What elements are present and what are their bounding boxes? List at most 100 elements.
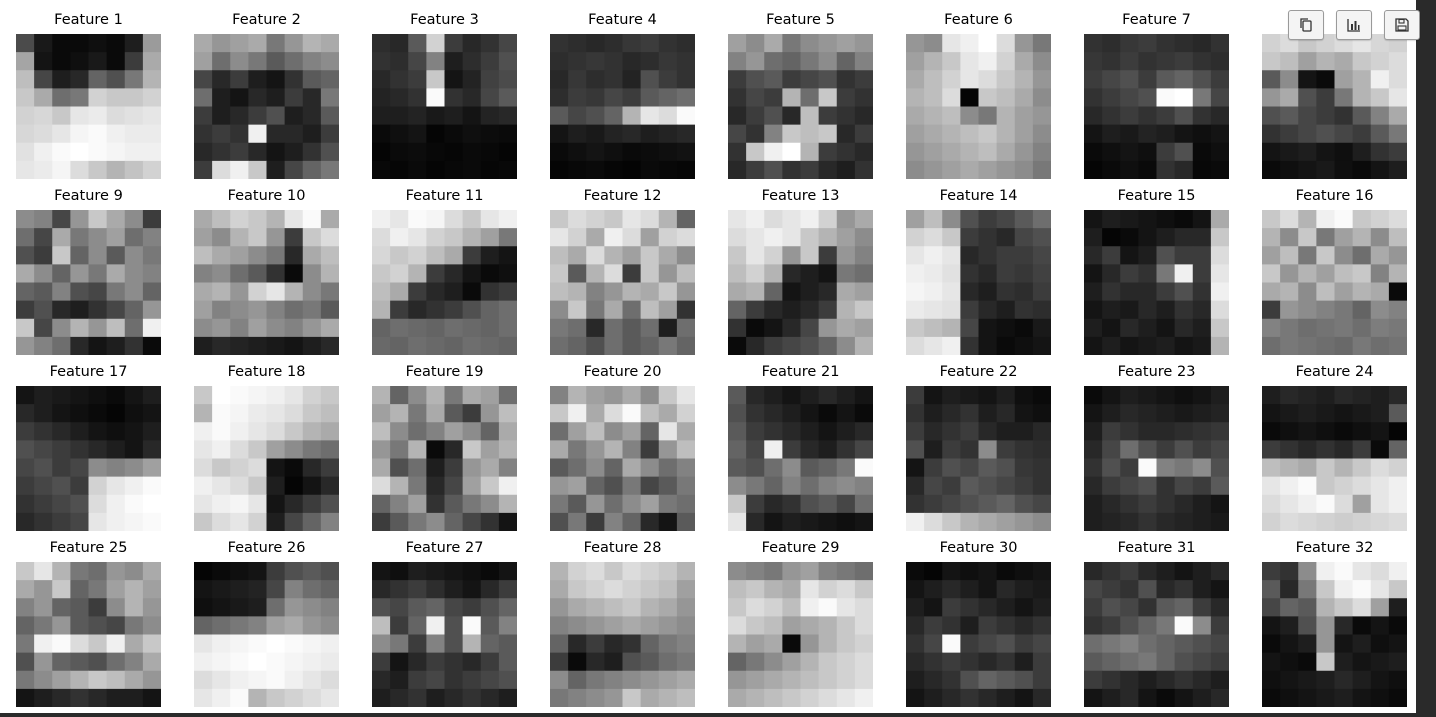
heatmap-cell: [836, 142, 856, 162]
heatmap-cell: [1210, 264, 1229, 284]
heatmap-cell: [800, 34, 820, 53]
heatmap-cell: [390, 458, 409, 478]
heatmap-cell: [568, 264, 587, 284]
heatmap-cell: [746, 580, 765, 599]
heatmap-cell: [658, 52, 678, 71]
heatmap-cell: [302, 282, 322, 302]
heatmap-cell: [836, 160, 856, 179]
heatmap-cell: [1262, 246, 1281, 265]
heatmap-cell: [1210, 440, 1229, 460]
heatmap-cell: [1370, 318, 1390, 338]
heatmap-cell: [836, 246, 856, 265]
heatmap-cell: [854, 634, 873, 654]
heatmap-cell: [1014, 494, 1034, 514]
heatmap-cell: [1032, 300, 1051, 320]
heatmap-cell: [1352, 670, 1372, 690]
heatmap-cell: [1316, 318, 1336, 338]
heatmap-cell: [1262, 228, 1281, 247]
heatmap-cell: [568, 300, 587, 320]
heatmap-cell: [1192, 580, 1212, 599]
heatmap: [372, 210, 517, 355]
heatmap-cell: [924, 652, 943, 672]
heatmap: [16, 562, 161, 707]
heatmap-cell: [302, 160, 322, 179]
heatmap-cell: [320, 264, 339, 284]
heatmap-cell: [194, 476, 213, 496]
heatmap-cell: [622, 562, 642, 581]
heatmap-cell: [906, 160, 925, 179]
heatmap-cell: [906, 88, 925, 108]
heatmap-cell: [942, 512, 961, 531]
heatmap-cell: [764, 458, 783, 478]
heatmap-cell: [1334, 512, 1354, 531]
heatmap-cell: [390, 580, 409, 599]
heatmap-cell: [978, 562, 998, 581]
heatmap-cell: [1014, 318, 1034, 338]
heatmap-cell: [1032, 404, 1051, 423]
heatmap-cell: [266, 562, 286, 581]
heatmap-cell: [444, 476, 464, 496]
heatmap-cell: [1156, 160, 1176, 179]
heatmap-cell: [1370, 160, 1390, 179]
heatmap-cell: [1192, 458, 1212, 478]
heatmap-cell: [1032, 318, 1051, 338]
heatmap-cell: [1262, 52, 1281, 71]
heatmap-cell: [640, 88, 660, 108]
heatmap-cell: [426, 336, 446, 355]
feature-panel: Feature 25: [16, 540, 161, 707]
heatmap-cell: [1138, 228, 1158, 247]
heatmap: [1084, 562, 1229, 707]
heatmap-cell: [34, 580, 53, 599]
heatmap-cell: [658, 106, 678, 126]
heatmap-cell: [302, 670, 322, 690]
heatmap-cell: [818, 670, 838, 690]
heatmap-cell: [1316, 264, 1336, 284]
heatmap-cell: [302, 580, 322, 599]
heatmap-cell: [52, 34, 71, 53]
heatmap-cell: [854, 282, 873, 302]
heatmap-cell: [444, 160, 464, 179]
heatmap-cell: [212, 440, 231, 460]
heatmap-cell: [924, 124, 943, 144]
heatmap-cell: [142, 652, 161, 672]
heatmap-cell: [1334, 562, 1354, 581]
heatmap-cell: [764, 512, 783, 531]
heatmap-cell: [1280, 512, 1299, 531]
heatmap-cell: [746, 70, 765, 89]
heatmap-cell: [88, 264, 108, 284]
heatmap-cell: [1334, 160, 1354, 179]
heatmap-cell: [728, 210, 747, 229]
heatmap-cell: [746, 598, 765, 617]
panel-title: Feature 10: [227, 188, 306, 204]
save-button[interactable]: [1384, 10, 1420, 40]
heatmap-cell: [1298, 282, 1317, 302]
heatmap-cell: [1316, 476, 1336, 496]
panel-title: Feature 12: [583, 188, 662, 204]
heatmap-cell: [1192, 652, 1212, 672]
heatmap-cell: [854, 616, 873, 636]
heatmap-cell: [1138, 142, 1158, 162]
heatmap-cell: [498, 616, 517, 636]
heatmap-cell: [622, 282, 642, 302]
heatmap-cell: [924, 404, 943, 423]
heatmap-cell: [924, 562, 943, 581]
heatmap-cell: [212, 652, 231, 672]
heatmap-cell: [978, 142, 998, 162]
heatmap-cell: [88, 106, 108, 126]
heatmap-cell: [426, 34, 446, 53]
heatmap-cell: [390, 652, 409, 672]
heatmap-cell: [302, 422, 322, 441]
heatmap-cell: [640, 404, 660, 423]
heatmap-cell: [302, 386, 322, 405]
heatmap-cell: [1280, 634, 1299, 654]
heatmap-cell: [444, 282, 464, 302]
heatmap-cell: [372, 688, 391, 707]
chart-button[interactable]: [1336, 10, 1372, 40]
panel-title: Feature 11: [405, 188, 484, 204]
copy-button[interactable]: [1288, 10, 1324, 40]
heatmap-cell: [586, 494, 605, 514]
heatmap-cell: [854, 688, 873, 707]
heatmap-cell: [248, 300, 268, 320]
heatmap-cell: [462, 580, 482, 599]
heatmap-cell: [390, 246, 409, 265]
